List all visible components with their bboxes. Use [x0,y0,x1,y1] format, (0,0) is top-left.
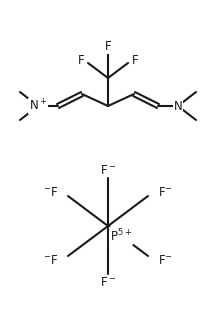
Text: $\mathregular{N^+}$: $\mathregular{N^+}$ [29,98,47,114]
Text: N: N [174,100,182,112]
Text: $\mathregular{F^-}$: $\mathregular{F^-}$ [100,163,116,177]
Text: F: F [132,54,138,68]
Text: $\mathregular{F^{-}}$: $\mathregular{F^{-}}$ [158,253,173,266]
Text: $\mathregular{^{-}F}$: $\mathregular{^{-}F}$ [43,253,58,266]
Text: $\mathregular{F^{-}}$: $\mathregular{F^{-}}$ [158,185,173,198]
Text: F: F [105,40,111,53]
Text: $\mathregular{^{-}F}$: $\mathregular{^{-}F}$ [43,185,58,198]
Text: F: F [78,54,84,68]
Text: $\mathregular{F^-}$: $\mathregular{F^-}$ [100,276,116,289]
Text: $\mathregular{P^{5+}}$: $\mathregular{P^{5+}}$ [110,228,132,245]
